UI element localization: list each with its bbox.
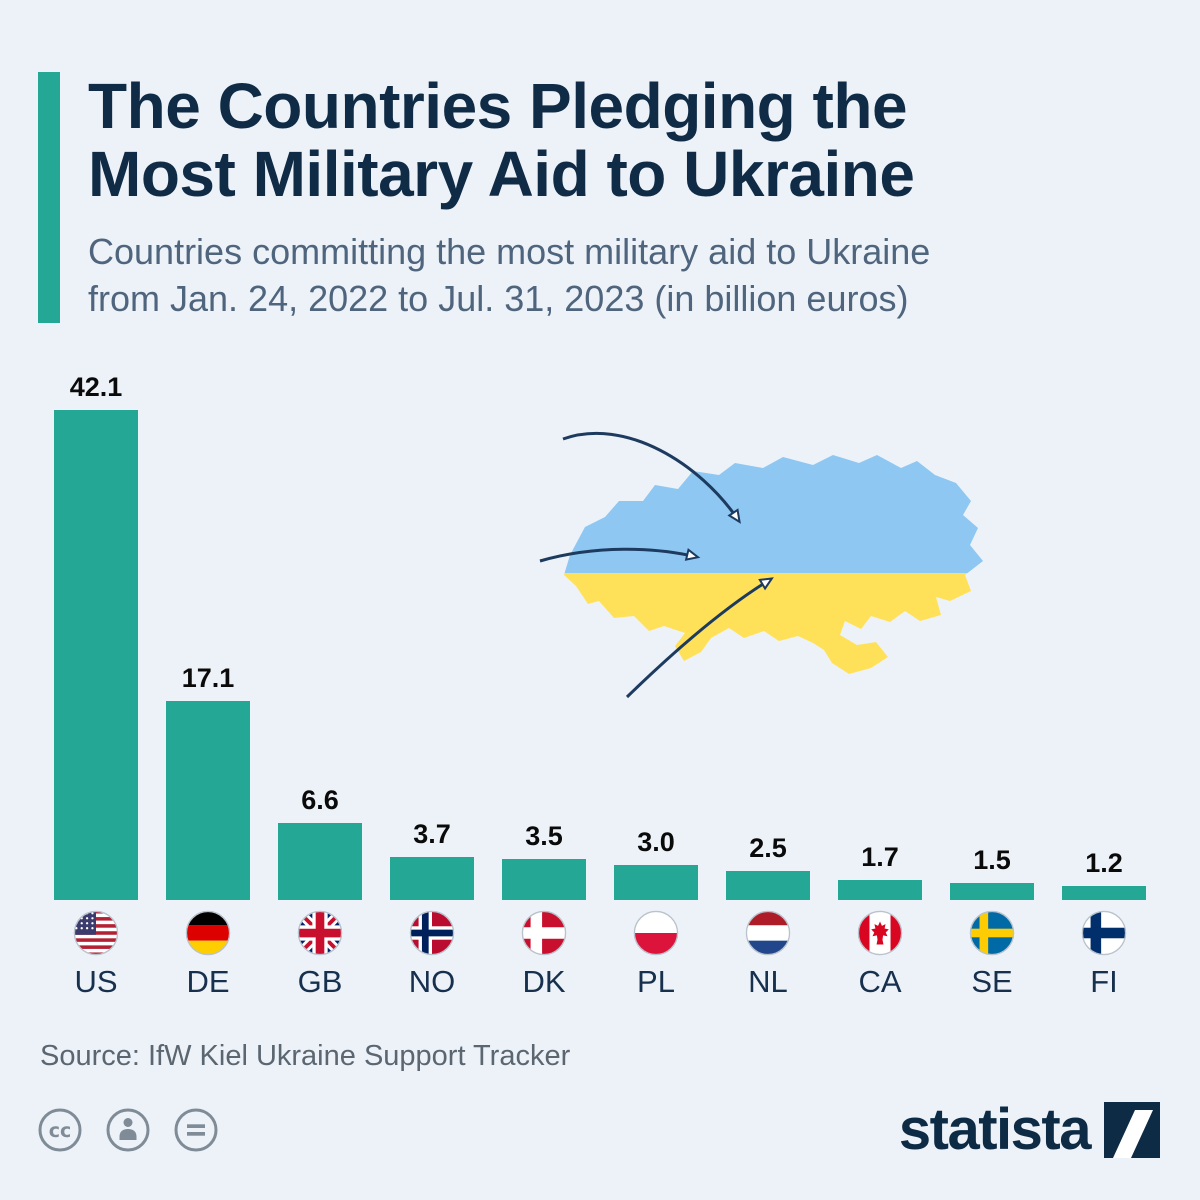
country-label-ca: CA bbox=[858, 964, 902, 999]
value-label-se: 1.5 bbox=[973, 845, 1011, 875]
axis-cell-gb: GB bbox=[264, 910, 376, 1000]
value-label-dk: 3.5 bbox=[525, 821, 563, 851]
country-label-no: NO bbox=[408, 964, 456, 999]
title-line-2: Most Military Aid to Ukraine bbox=[88, 138, 915, 211]
bar-chart: 42.1 17.1 6.6 3.7 3.5 3.0 2.5 1.7 1.5 1.2 bbox=[40, 368, 1160, 900]
license-icons: cc bbox=[36, 1106, 220, 1154]
chart-subtitle: Countries committing the most military a… bbox=[88, 229, 930, 323]
attribution-icon bbox=[106, 1108, 150, 1152]
page-title: The Countries Pledging the Most Military … bbox=[88, 72, 930, 209]
flag-us-icon bbox=[73, 910, 119, 956]
bar-ca bbox=[838, 880, 922, 900]
bar-column-fi: 1.2 bbox=[1048, 848, 1160, 900]
country-label-gb: GB bbox=[297, 964, 343, 999]
axis-cell-ca: CA bbox=[824, 910, 936, 1000]
ukraine-map bbox=[539, 432, 983, 699]
country-label-fi: FI bbox=[1090, 964, 1118, 999]
value-label-de: 17.1 bbox=[181, 663, 235, 693]
axis-cell-fi: FI bbox=[1048, 910, 1160, 1000]
axis-cell-nl: NL bbox=[712, 910, 824, 1000]
country-label-se: SE bbox=[971, 964, 1013, 999]
bar-no bbox=[390, 857, 474, 900]
country-label-dk: DK bbox=[522, 964, 566, 999]
cc-icon: cc bbox=[38, 1108, 82, 1152]
bar-column-dk: 3.5 bbox=[488, 821, 600, 900]
axis-cell-dk: DK bbox=[488, 910, 600, 1000]
bar-column-pl: 3.0 bbox=[600, 827, 712, 900]
bar-column-ca: 1.7 bbox=[824, 842, 936, 900]
axis-cell-de: DE bbox=[152, 910, 264, 1000]
bar-se bbox=[950, 883, 1034, 900]
aid-arrow-top bbox=[562, 432, 741, 524]
subtitle-line-2: from Jan. 24, 2022 to Jul. 31, 2023 (in … bbox=[88, 277, 909, 319]
bar-column-se: 1.5 bbox=[936, 845, 1048, 900]
axis-cell-no: NO bbox=[376, 910, 488, 1000]
flag-ca-icon bbox=[857, 910, 903, 956]
flag-no-icon bbox=[409, 910, 455, 956]
country-label-de: DE bbox=[186, 964, 230, 999]
axis-cell-us: US bbox=[40, 910, 152, 1000]
value-label-nl: 2.5 bbox=[749, 833, 787, 863]
flag-gb-icon bbox=[297, 910, 343, 956]
header: The Countries Pledging the Most Military … bbox=[38, 72, 1160, 323]
flag-de-icon bbox=[185, 910, 231, 956]
value-label-pl: 3.0 bbox=[637, 827, 675, 857]
bar-column-gb: 6.6 bbox=[264, 785, 376, 900]
bar-column-us: 42.1 bbox=[40, 372, 152, 900]
value-label-us: 42.1 bbox=[69, 372, 123, 402]
bar-de bbox=[166, 701, 250, 900]
subtitle-line-1: Countries committing the most military a… bbox=[88, 230, 931, 272]
flag-fi-icon bbox=[1081, 910, 1127, 956]
svg-text:cc: cc bbox=[49, 1120, 72, 1142]
bar-nl bbox=[726, 871, 810, 900]
aid-arrow-middle bbox=[539, 547, 701, 563]
country-label-pl: PL bbox=[637, 964, 675, 999]
axis-cell-pl: PL bbox=[600, 910, 712, 1000]
axis-cell-se: SE bbox=[936, 910, 1048, 1000]
bar-column-no: 3.7 bbox=[376, 819, 488, 900]
value-label-fi: 1.2 bbox=[1085, 848, 1123, 878]
flag-pl-icon bbox=[633, 910, 679, 956]
bar-dk bbox=[502, 859, 586, 900]
flag-dk-icon bbox=[521, 910, 567, 956]
country-axis: US DE GB NO DK PL NL CA SE FI bbox=[40, 910, 1160, 1000]
ukraine-map-bottom-half bbox=[564, 573, 971, 674]
country-label-nl: NL bbox=[748, 964, 788, 999]
statista-logo: statista bbox=[899, 1096, 1160, 1163]
header-text: The Countries Pledging the Most Military … bbox=[88, 72, 930, 323]
flag-nl-icon bbox=[745, 910, 791, 956]
ukraine-map-top-half bbox=[564, 455, 983, 573]
value-label-no: 3.7 bbox=[413, 819, 451, 849]
statista-logo-mark bbox=[1104, 1101, 1160, 1158]
value-label-gb: 6.6 bbox=[301, 785, 339, 815]
bar-fi bbox=[1062, 886, 1146, 900]
value-label-ca: 1.7 bbox=[861, 842, 899, 872]
bar-pl bbox=[614, 865, 698, 900]
bar-column-de: 17.1 bbox=[152, 663, 264, 900]
aid-arrow-bottom bbox=[625, 577, 774, 699]
country-label-us: US bbox=[74, 964, 118, 999]
bar-us bbox=[54, 410, 138, 900]
statista-wordmark: statista bbox=[898, 1097, 1092, 1162]
aid-arrows bbox=[539, 432, 774, 699]
flag-se-icon bbox=[969, 910, 1015, 956]
bar-gb bbox=[278, 823, 362, 900]
title-accent-bar bbox=[38, 72, 60, 323]
source-text: Source: IfW Kiel Ukraine Support Tracker bbox=[40, 1040, 571, 1072]
title-line-1: The Countries Pledging the bbox=[88, 70, 908, 142]
bar-column-nl: 2.5 bbox=[712, 833, 824, 900]
no-derivatives-icon bbox=[174, 1108, 218, 1152]
